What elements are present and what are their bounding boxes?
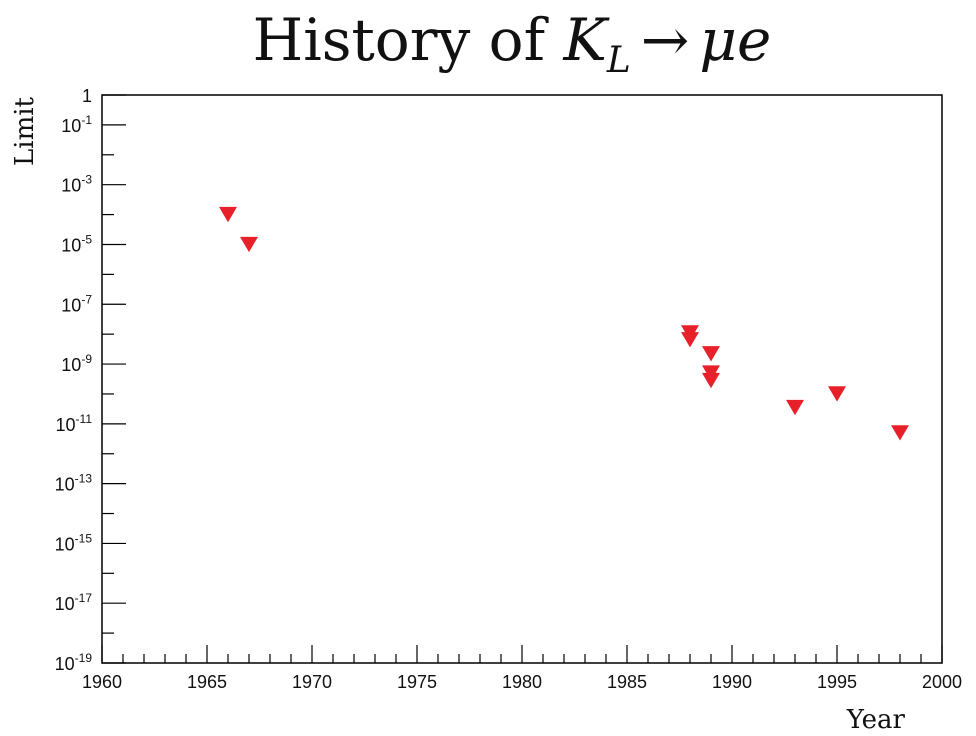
y-tick-exponent: -1	[81, 113, 92, 127]
y-tick-label: 10-1	[61, 113, 92, 136]
x-tick-label: 1965	[187, 672, 227, 692]
plot-frame	[101, 94, 943, 664]
y-tick-exponent: -17	[75, 591, 93, 605]
y-tick-base: 10	[56, 415, 76, 435]
y-tick-base: 10	[61, 116, 81, 136]
chart-title-prefix: History of	[253, 6, 564, 74]
y-tick-exponent: -9	[81, 352, 92, 366]
data-point-marker	[702, 372, 720, 389]
y-tick-label: 10-19	[55, 651, 93, 674]
x-tick-label: 1975	[397, 672, 437, 692]
y-tick-base: 10	[55, 534, 75, 554]
y-tick-label: 10-11	[56, 412, 93, 435]
y-tick-base: 10	[61, 295, 81, 315]
y-tick-exponent: -15	[75, 531, 93, 545]
y-axis-tick-labels: 110-110-310-510-710-910-1110-1310-1510-1…	[55, 86, 93, 674]
y-tick-label: 10-9	[61, 352, 92, 375]
y-tick-base: 1	[82, 86, 92, 106]
y-tick-label: 10-3	[61, 173, 92, 196]
y-tick-exponent: -3	[81, 173, 92, 187]
y-axis-ticks	[102, 94, 126, 664]
data-point-marker	[219, 206, 237, 223]
data-point-marker	[240, 236, 258, 253]
data-point-marker	[681, 332, 699, 348]
y-tick-label: 10-17	[55, 591, 93, 614]
data-point-marker	[828, 386, 846, 402]
y-tick-label: 10-7	[61, 292, 92, 315]
x-tick-label: 1995	[817, 672, 857, 692]
x-tick-label: 1960	[82, 672, 122, 692]
y-tick-exponent: -5	[81, 232, 92, 246]
y-tick-base: 10	[55, 594, 75, 614]
y-tick-base: 10	[61, 176, 81, 196]
x-axis-tick-labels: 1960 1965 1970 1975 1980 1985 1990 1995 2000	[82, 672, 962, 692]
data-point-marker	[786, 399, 804, 416]
y-tick-label: 10-13	[55, 472, 93, 495]
data-point-marker	[891, 425, 909, 441]
y-axis-label: Limit	[10, 96, 40, 166]
chart-title-formula: K	[562, 6, 610, 74]
y-tick-exponent: -7	[81, 292, 92, 306]
x-axis-label: Year	[846, 705, 906, 735]
y-tick-label: 10-5	[61, 232, 92, 255]
y-tick-label: 1	[82, 86, 92, 106]
chart-title-arrow: →	[641, 6, 690, 74]
y-tick-exponent: -19	[75, 651, 93, 665]
y-tick-exponent: -13	[75, 472, 93, 486]
x-tick-label: 1980	[502, 672, 542, 692]
y-tick-base: 10	[55, 475, 75, 495]
x-tick-label: 1985	[607, 672, 647, 692]
chart-title-suffix: μe	[699, 6, 771, 74]
y-tick-base: 10	[55, 654, 75, 674]
chart-title-subscript: L	[606, 40, 631, 81]
y-tick-base: 10	[61, 355, 81, 375]
x-tick-label: 1970	[292, 672, 332, 692]
data-point-marker	[702, 346, 720, 362]
x-axis-ticks	[101, 645, 943, 663]
y-tick-label: 10-15	[55, 531, 93, 554]
x-tick-label: 1990	[712, 672, 752, 692]
y-tick-base: 10	[61, 235, 81, 255]
x-tick-label: 2000	[922, 672, 962, 692]
data-points	[219, 206, 909, 441]
chart-title: History of KL → μe	[253, 6, 772, 81]
y-tick-exponent: -11	[76, 412, 93, 426]
